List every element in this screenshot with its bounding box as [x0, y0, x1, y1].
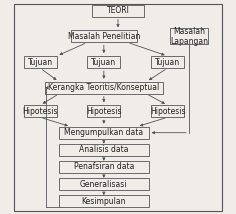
- Text: TEORI: TEORI: [107, 6, 129, 15]
- FancyBboxPatch shape: [87, 56, 120, 68]
- Text: Tujuan: Tujuan: [155, 58, 180, 67]
- Text: Analisis data: Analisis data: [79, 145, 129, 154]
- FancyBboxPatch shape: [71, 31, 137, 42]
- Text: Masalah Penelitian: Masalah Penelitian: [68, 32, 140, 41]
- FancyBboxPatch shape: [24, 56, 57, 68]
- Text: Penafsiran data: Penafsiran data: [74, 162, 134, 171]
- Text: Mengumpulkan data: Mengumpulkan data: [64, 128, 143, 137]
- FancyBboxPatch shape: [59, 161, 149, 173]
- Text: Masalah
Lapangan: Masalah Lapangan: [170, 27, 208, 46]
- Text: Kesimpulan: Kesimpulan: [82, 197, 126, 206]
- FancyBboxPatch shape: [59, 144, 149, 156]
- FancyBboxPatch shape: [151, 56, 184, 68]
- Text: Hipotesis: Hipotesis: [86, 107, 122, 116]
- FancyBboxPatch shape: [92, 5, 144, 17]
- Text: Tujuan: Tujuan: [91, 58, 116, 67]
- FancyBboxPatch shape: [59, 178, 149, 190]
- FancyBboxPatch shape: [59, 127, 149, 139]
- FancyBboxPatch shape: [151, 106, 184, 117]
- FancyBboxPatch shape: [170, 28, 208, 45]
- Text: Hipotesis: Hipotesis: [22, 107, 58, 116]
- FancyBboxPatch shape: [24, 106, 57, 117]
- Text: Generalisasi: Generalisasi: [80, 180, 128, 189]
- Text: Hipotesis: Hipotesis: [150, 107, 185, 116]
- Text: Kerangka Teoritis/Konseptual: Kerangka Teoritis/Konseptual: [48, 83, 160, 92]
- FancyBboxPatch shape: [87, 106, 120, 117]
- Text: Tujuan: Tujuan: [28, 58, 53, 67]
- FancyBboxPatch shape: [45, 82, 163, 94]
- FancyBboxPatch shape: [59, 195, 149, 207]
